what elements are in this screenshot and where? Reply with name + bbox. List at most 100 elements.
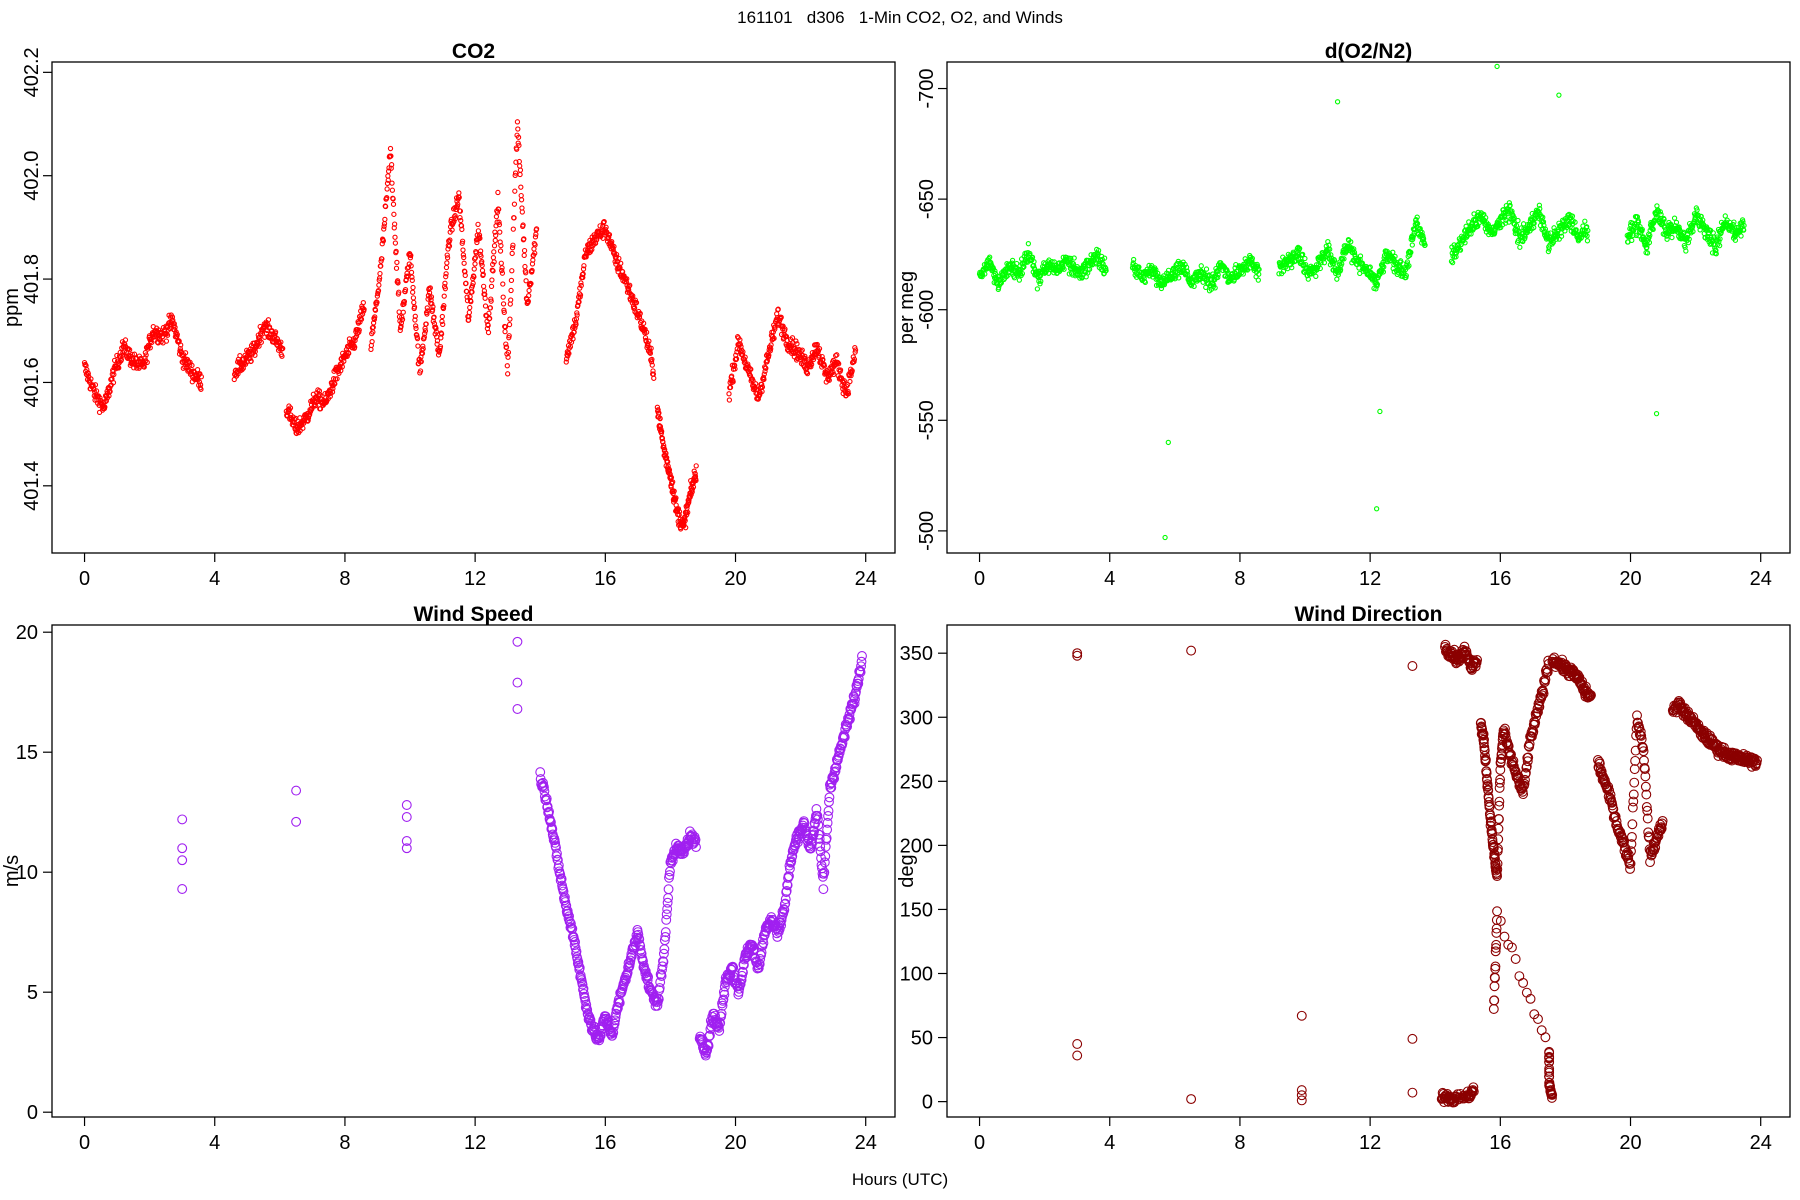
wind-speed-point	[401, 812, 412, 822]
d-o2-n2-point	[1179, 261, 1186, 268]
co2-point	[574, 312, 580, 318]
co2-point	[459, 240, 465, 246]
co2-point	[499, 267, 505, 274]
co2-point	[511, 215, 517, 221]
co2-point	[372, 307, 379, 313]
co2-y-tick: 402.0	[21, 151, 52, 201]
co2-point	[464, 294, 470, 300]
co2-point	[466, 309, 473, 316]
co2-point	[577, 294, 583, 300]
co2-point	[578, 282, 584, 289]
wind-direction-point	[1296, 1010, 1307, 1021]
co2-point	[488, 298, 494, 304]
wind-speed-point	[823, 806, 834, 816]
co2-point	[265, 317, 272, 323]
co2-point	[841, 378, 847, 384]
co2-point	[613, 251, 620, 258]
wind-speed-plot-frame	[51, 624, 896, 1118]
d-o2-n2-point	[1014, 260, 1020, 267]
wind-direction-y-tick-label: 0	[922, 1092, 933, 1114]
co2-point	[759, 384, 766, 390]
co2-point	[518, 197, 525, 203]
d-o2-n2-point	[1203, 266, 1210, 272]
co2-point	[460, 252, 467, 258]
co2-point	[272, 329, 279, 335]
co2-point	[837, 367, 844, 373]
d-o2-n2-point	[1629, 237, 1635, 244]
co2-point	[816, 353, 822, 359]
co2-point	[385, 173, 391, 179]
co2-point	[111, 371, 117, 378]
co2-point	[410, 289, 416, 295]
co2-point	[529, 267, 535, 274]
wind-speed-point	[512, 636, 523, 647]
co2-y-tick: 402.2	[21, 47, 52, 97]
d-o2-n2-points	[976, 63, 1747, 541]
co2-point	[784, 337, 790, 344]
co2-point	[248, 358, 254, 364]
d-o2-n2-point	[1101, 255, 1108, 261]
co2-point	[294, 428, 301, 435]
d-o2-n2-point	[1176, 275, 1182, 281]
wind-speed-title: Wind Speed	[414, 603, 534, 626]
co2-point	[501, 309, 507, 315]
co2-point	[609, 238, 615, 245]
d-o2-n2-point	[1556, 92, 1562, 98]
co2-point	[814, 341, 820, 348]
co2-point	[377, 270, 383, 277]
wind-direction-x-tick-label: 20	[1619, 1132, 1641, 1154]
d-o2-n2-point	[1038, 278, 1044, 284]
co2-point	[339, 364, 345, 370]
co2-point	[616, 255, 622, 262]
co2-point	[594, 237, 600, 243]
d-o2-n2-y-tick: -650	[916, 179, 947, 219]
co2-point	[491, 259, 497, 265]
d-o2-n2-point	[1099, 260, 1105, 266]
co2-point	[476, 232, 483, 238]
co2-point	[731, 362, 738, 369]
co2-point	[490, 268, 496, 274]
co2-point	[515, 134, 522, 140]
co2-point	[649, 356, 655, 363]
co2-point	[753, 381, 759, 387]
co2-point	[693, 477, 699, 484]
co2-point	[643, 329, 650, 335]
co2-point	[430, 304, 436, 310]
wind-direction-y-axis-label: deg	[896, 854, 918, 887]
co2-point	[391, 221, 398, 227]
co2-point	[851, 356, 858, 362]
co2-point	[507, 316, 513, 322]
co2-point	[577, 292, 584, 298]
co2-point	[685, 509, 691, 516]
d-o2-n2-point	[1191, 283, 1197, 289]
co2-point	[733, 356, 740, 362]
co2-point	[804, 370, 811, 377]
co2-point	[493, 214, 500, 220]
co2-point	[762, 368, 768, 374]
wind-speed-x-tick: 24	[855, 1117, 877, 1154]
co2-x-tick-label: 12	[464, 568, 486, 590]
co2-point	[411, 299, 417, 306]
co2-point	[126, 347, 133, 353]
d-o2-n2-y-tick-label: -700	[916, 69, 938, 109]
co2-point	[164, 332, 171, 338]
co2-point	[463, 280, 469, 286]
co2-point	[103, 398, 109, 404]
co2-point	[388, 165, 394, 171]
co2-point	[689, 489, 695, 495]
co2-point	[782, 326, 788, 332]
co2-point	[88, 376, 94, 382]
co2-point	[490, 255, 497, 261]
co2-point	[402, 287, 409, 293]
co2-point	[141, 360, 148, 367]
co2-point	[512, 188, 518, 194]
co2-point	[424, 311, 430, 317]
co2-point	[500, 301, 507, 307]
d-o2-n2-point	[1005, 272, 1011, 278]
co2-point	[369, 338, 375, 345]
co2-point	[831, 371, 837, 378]
wind-direction-point	[1629, 777, 1640, 788]
wind-direction-y-tick-label: 100	[900, 964, 933, 986]
co2-point	[778, 314, 784, 320]
co2-point	[834, 352, 840, 358]
